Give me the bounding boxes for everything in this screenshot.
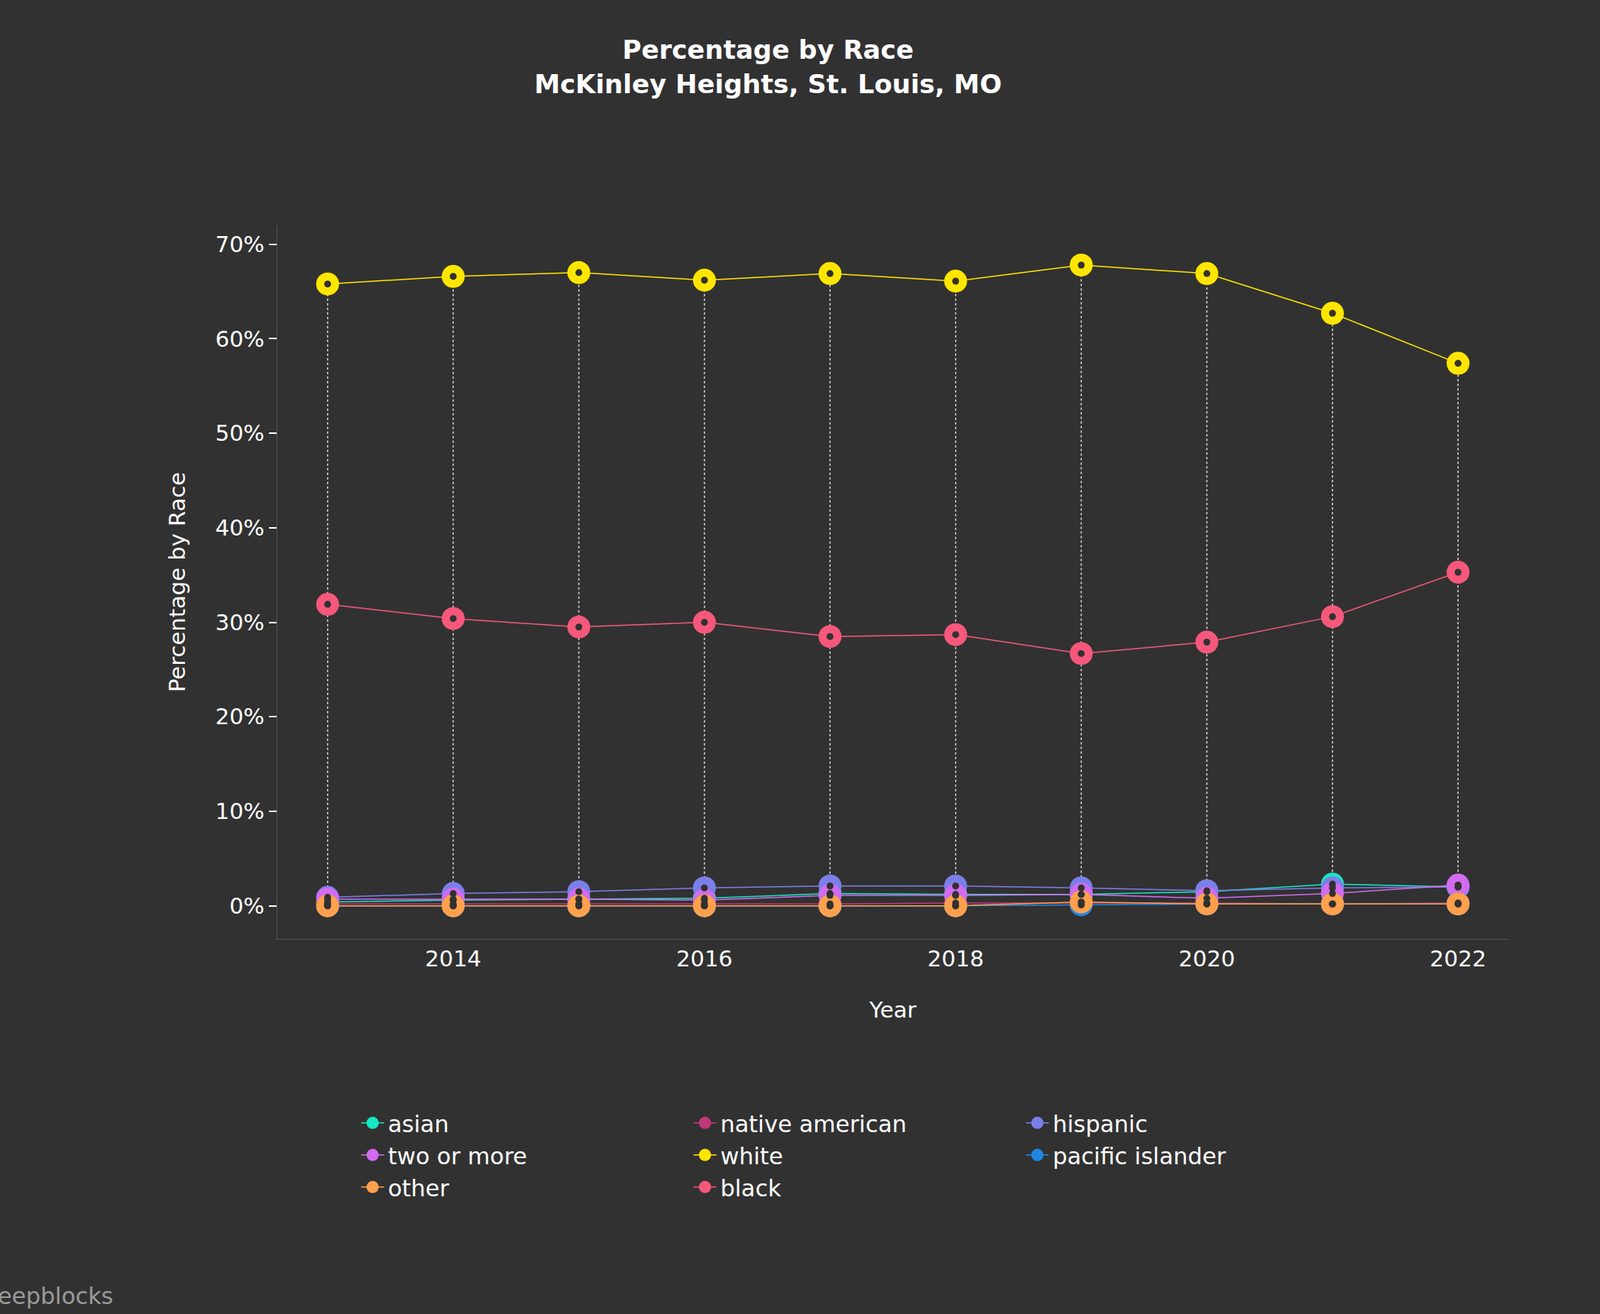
svg-text:white: white (720, 1143, 784, 1170)
svg-text:Percentage by Race: Percentage by Race (164, 472, 191, 693)
svg-text:2014: 2014 (424, 945, 482, 972)
svg-text:10%: 10% (215, 798, 265, 825)
svg-text:hispanic: hispanic (1052, 1110, 1148, 1138)
svg-text:Year: Year (868, 997, 917, 1024)
svg-text:20%: 20% (215, 703, 265, 730)
svg-text:asian: asian (388, 1110, 450, 1138)
svg-text:70%: 70% (215, 231, 265, 258)
svg-text:black: black (720, 1175, 782, 1202)
svg-text:0%: 0% (229, 893, 265, 920)
svg-text:other: other (388, 1175, 451, 1202)
svg-text:2020: 2020 (1178, 945, 1236, 972)
svg-text:40%: 40% (215, 514, 265, 541)
svg-text:Percentage by RaceMcKinley Hei: Percentage by RaceMcKinley Heights, St. … (534, 34, 1002, 99)
svg-text:native american: native american (720, 1110, 907, 1138)
svg-text:2022: 2022 (1429, 945, 1487, 972)
svg-text:deepblocks: deepblocks (0, 1282, 114, 1310)
svg-text:2016: 2016 (676, 945, 733, 972)
svg-text:60%: 60% (215, 326, 265, 353)
svg-text:2018: 2018 (927, 945, 985, 972)
svg-text:pacific islander: pacific islander (1052, 1143, 1227, 1170)
svg-text:30%: 30% (215, 609, 265, 636)
svg-text:50%: 50% (215, 420, 265, 447)
svg-text:two or more: two or more (388, 1143, 528, 1170)
